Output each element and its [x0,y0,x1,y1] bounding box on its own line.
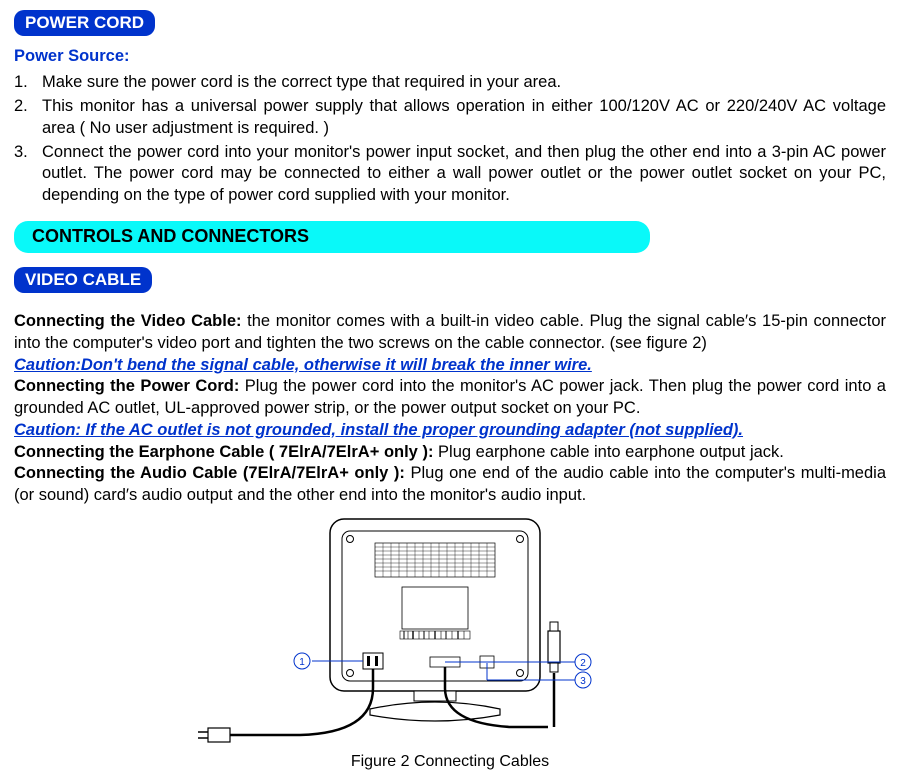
list-text: Make sure the power cord is the correct … [42,72,561,94]
controls-banner: CONTROLS AND CONNECTORS [14,221,650,253]
label-plate [402,587,468,629]
list-num: 3. [14,142,42,207]
video-cable-pill: VIDEO CABLE [14,267,152,293]
stand-base [370,702,500,721]
list-num: 1. [14,72,42,94]
svg-text:2: 2 [580,658,586,669]
power-cord-pill: POWER CORD [14,10,155,36]
callout-2: 2 [575,654,591,670]
list-text: Connect the power cord into your monitor… [42,142,886,207]
stand-neck [414,691,456,701]
list-item: 1. Make sure the power cord is the corre… [14,72,886,94]
monitor-back-diagram: 1 2 3 [170,513,730,753]
paragraph-earphone: Connecting the Earphone Cable ( 7ElrA/7E… [14,442,886,464]
para-lead: Connecting the Audio Cable (7ElrA/7ElrA+… [14,464,411,482]
caution-2: Caution: If the AC outlet is not grounde… [14,420,886,442]
figure-2: 1 2 3 Figure 2 Connecting Cables [14,513,886,772]
callout-3: 3 [575,672,591,688]
paragraph-video-cable: Connecting the Video Cable: the monitor … [14,311,886,355]
callout-1: 1 [294,653,310,669]
list-item: 2. This monitor has a universal power su… [14,96,886,140]
para-lead: Connecting the Power Cord: [14,377,245,395]
figure-caption: Figure 2 Connecting Cables [14,751,886,772]
list-item: 3. Connect the power cord into your moni… [14,142,886,207]
caution-1: Caution:Don't bend the signal cable, oth… [14,355,886,377]
para-body: Plug earphone cable into earphone output… [438,443,784,461]
para-lead: Connecting the Earphone Cable ( 7ElrA/7E… [14,443,438,461]
power-source-list: 1. Make sure the power cord is the corre… [14,72,886,207]
svg-text:1: 1 [299,657,305,668]
barcode-icon [400,631,470,639]
svg-text:3: 3 [580,676,586,687]
list-text: This monitor has a universal power suppl… [42,96,886,140]
power-source-label: Power Source: [14,46,886,68]
paragraph-audio: Connecting the Audio Cable (7ElrA/7ElrA+… [14,463,886,507]
list-num: 2. [14,96,42,140]
paragraph-power-cord: Connecting the Power Cord: Plug the powe… [14,376,886,420]
para-lead: Connecting the Video Cable: [14,312,247,330]
